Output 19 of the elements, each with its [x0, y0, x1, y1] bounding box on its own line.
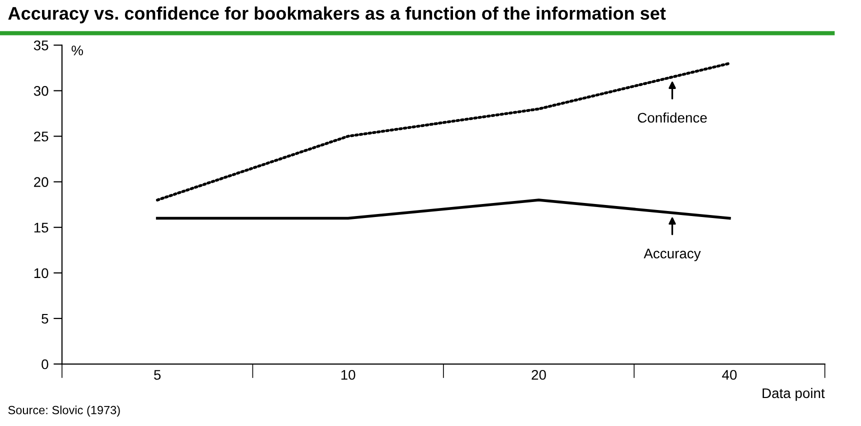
x-axis-title: Data point: [762, 388, 825, 401]
line-series: [156, 62, 731, 202]
x-tick-label: 20: [532, 370, 546, 380]
source-note: Source: Slovic (1973): [8, 406, 120, 417]
y-tick-label: 25: [34, 132, 48, 142]
y-tick-label: 35: [34, 40, 48, 50]
annotation: Confidence: [638, 112, 707, 123]
y-tick-label: 0: [42, 359, 48, 370]
x-tick-label: 40: [722, 370, 737, 380]
y-tick-label: 10: [34, 268, 48, 278]
annotation: Accuracy: [644, 248, 701, 262]
y-tick-label: 20: [34, 177, 48, 187]
y-tick-label: 15: [34, 222, 48, 233]
x-tick-label: 10: [341, 370, 356, 380]
y-tick-label: 5: [42, 314, 48, 324]
y-axis-title: %: [72, 46, 83, 56]
y-tick-label: 30: [34, 86, 48, 96]
x-tick-label: 5: [154, 370, 161, 380]
chart-title: Accuracy vs. confidence for bookmakers as a function of the information set: [8, 6, 666, 24]
